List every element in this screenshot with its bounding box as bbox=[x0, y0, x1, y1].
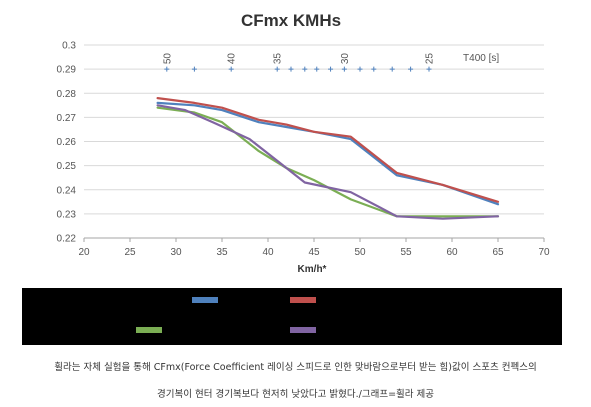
legend-swatch-green bbox=[136, 327, 162, 333]
series-lines bbox=[156, 96, 500, 220]
y-tick-label: 0.22 bbox=[57, 234, 77, 245]
axes: 0.22 0.23 0.24 0.25 0.26 0.27 0.28 0.29 0.3 20 25 3… bbox=[57, 41, 550, 259]
y-tick-label: 0.27 bbox=[57, 113, 77, 124]
x-tick-label: 45 bbox=[308, 247, 320, 258]
x-tick-label: 60 bbox=[446, 247, 458, 258]
x-tick-label: 25 bbox=[124, 247, 136, 258]
y-tick-label: 0.25 bbox=[57, 161, 77, 172]
chart: CFmx KMHs 0.220.230.240.250.260.270.280.… bbox=[57, 11, 550, 275]
x-tick-label: 55 bbox=[400, 247, 412, 258]
annotation-label: 50 bbox=[162, 53, 173, 65]
annotation-row-label: T400 [s] bbox=[463, 53, 499, 64]
legend-swatch-red bbox=[290, 297, 316, 303]
annotation-label: 25 bbox=[425, 53, 436, 65]
y-tick-label: 0.23 bbox=[57, 209, 77, 220]
y-tick-label: 0.29 bbox=[57, 65, 77, 76]
series-line-4 bbox=[156, 104, 500, 220]
legend-swatch-blue bbox=[192, 297, 218, 303]
annotation-label: 40 bbox=[227, 53, 238, 65]
annotation-label: 35 bbox=[273, 53, 284, 65]
gridlines bbox=[84, 44, 544, 239]
series-line-1 bbox=[156, 101, 500, 206]
y-tick-label: 0.3 bbox=[62, 41, 76, 52]
y-tick-label: 0.26 bbox=[57, 137, 77, 148]
x-tick-label: 20 bbox=[78, 247, 90, 258]
x-axis-label: Km/h* bbox=[298, 264, 327, 275]
chart-title: CFmx KMHs bbox=[241, 11, 341, 30]
x-tick-label: 70 bbox=[538, 247, 550, 258]
caption-line-1: 휠라는 자체 실험을 통해 CFmx(Force Coefficient 레이싱… bbox=[54, 362, 537, 373]
annotation-label: 30 bbox=[340, 53, 351, 65]
x-tick-label: 30 bbox=[170, 247, 182, 258]
annotation-row: 50 40 35 30 25 T400 [s] bbox=[162, 53, 499, 72]
series-line-2 bbox=[156, 96, 500, 203]
y-tick-label: 0.24 bbox=[57, 185, 77, 196]
y-tick-label: 0.28 bbox=[57, 89, 77, 100]
x-tick-label: 65 bbox=[492, 247, 504, 258]
legend bbox=[22, 288, 562, 345]
caption-line-2: 경기복이 현터 경기복보다 현저히 낮았다고 밝혔다./그래프=휠라 제공 bbox=[156, 389, 435, 400]
x-tick-label: 40 bbox=[262, 247, 274, 258]
series-line-3 bbox=[156, 106, 500, 218]
x-tick-label: 35 bbox=[216, 247, 228, 258]
x-tick-label: 50 bbox=[354, 247, 366, 258]
legend-swatch-purple bbox=[290, 327, 316, 333]
